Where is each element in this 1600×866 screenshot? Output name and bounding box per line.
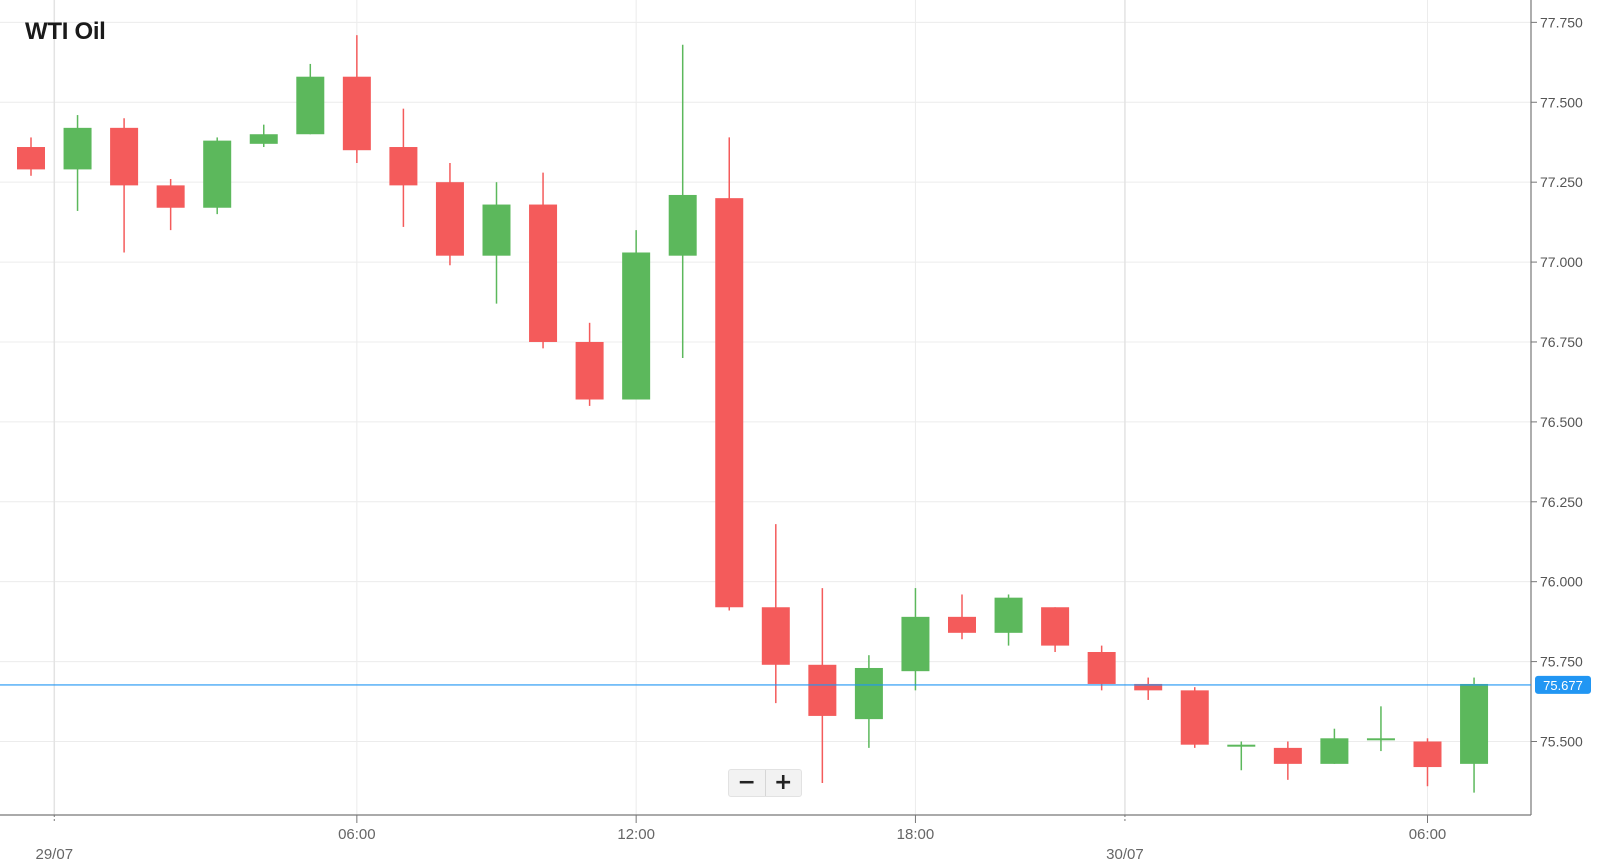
candle (1273, 741, 1302, 780)
candle-body (854, 667, 883, 720)
candle-body (1041, 607, 1070, 646)
y-tick-label: 76.750 (1540, 334, 1583, 350)
candle (1227, 741, 1256, 771)
candle (808, 588, 837, 784)
candle (994, 594, 1023, 646)
candle-body (1134, 683, 1163, 691)
candle (668, 44, 697, 358)
candle-body (17, 147, 45, 170)
candle (110, 118, 139, 253)
candle-body (203, 140, 232, 208)
candle-body (1227, 744, 1256, 747)
candle (482, 182, 511, 304)
zoom-controls: − + (728, 769, 802, 797)
y-tick-label: 76.250 (1540, 494, 1583, 510)
y-tick-label: 76.500 (1540, 414, 1583, 430)
y-tick-label: 75.500 (1540, 733, 1583, 749)
y-tick-label: 77.500 (1540, 94, 1583, 110)
candle (622, 230, 651, 400)
candle-body (1413, 741, 1442, 768)
candle (529, 172, 558, 349)
candle-body (761, 607, 790, 665)
candle (854, 655, 883, 748)
x-tick-label: 06:00 (1409, 826, 1447, 843)
candle (203, 137, 232, 215)
candle-body (110, 127, 139, 186)
candle (249, 124, 278, 148)
candle-body (389, 147, 418, 186)
candle (17, 137, 45, 176)
candle-body (249, 134, 278, 144)
candle (63, 115, 92, 211)
x-tick-label: 12:00 (617, 826, 655, 843)
candle-body (482, 204, 511, 256)
candle-body (668, 194, 697, 256)
candle (389, 108, 418, 227)
candle-body (994, 597, 1023, 633)
zoom-out-button[interactable]: − (737, 770, 756, 795)
candle (1041, 607, 1070, 652)
y-tick-label: 77.250 (1540, 174, 1583, 190)
candle-body (948, 616, 976, 633)
candle (342, 35, 371, 163)
x-tick-label: 18:00 (897, 826, 935, 843)
candle (296, 63, 325, 135)
candle-body (1320, 738, 1349, 764)
grid (0, 0, 1531, 815)
current-price-label: 75.677 (1543, 678, 1583, 693)
zoom-in-button[interactable]: + (774, 770, 793, 795)
chart-title: WTI Oil (25, 18, 106, 45)
candle (156, 178, 185, 231)
candle (435, 163, 464, 266)
candle (1087, 645, 1116, 691)
candle (901, 588, 930, 691)
x-tick-label: 06:00 (338, 826, 376, 843)
candle (1413, 738, 1442, 787)
candle-body (901, 616, 930, 672)
candle-body (622, 252, 651, 400)
y-tick-label: 77.750 (1540, 14, 1583, 30)
candle-body (1460, 683, 1489, 764)
x-tick-label: 29/07 (36, 846, 74, 863)
current-price-badge (1535, 675, 1591, 694)
candle-body (1180, 690, 1209, 745)
candle (1320, 728, 1349, 764)
candle-body (63, 127, 92, 170)
y-tick-label: 76.000 (1540, 574, 1583, 590)
candle-body (1273, 747, 1302, 764)
candle (1134, 677, 1163, 700)
candle-body (342, 76, 371, 151)
current-price: 75.677 (0, 675, 1591, 694)
candle-body (156, 185, 185, 208)
y-tick-label: 77.000 (1540, 254, 1583, 270)
candle-body (435, 182, 464, 256)
candle-body (575, 341, 604, 400)
candle-body (1366, 738, 1395, 741)
candle-body (1087, 652, 1116, 684)
candle (761, 524, 790, 704)
candle (1460, 677, 1489, 793)
candle (948, 594, 976, 640)
zoom-divider (764, 770, 766, 796)
x-tick-label: 30/07 (1106, 846, 1144, 863)
y-tick-label: 75.750 (1540, 654, 1583, 670)
candle (575, 322, 604, 406)
candle-body (808, 664, 837, 716)
candle (1366, 706, 1395, 752)
candle-body (296, 76, 325, 135)
candle-body (715, 198, 744, 608)
candle-body (529, 204, 558, 342)
candles (17, 35, 1489, 793)
candle (1180, 687, 1209, 748)
candle (715, 137, 744, 611)
